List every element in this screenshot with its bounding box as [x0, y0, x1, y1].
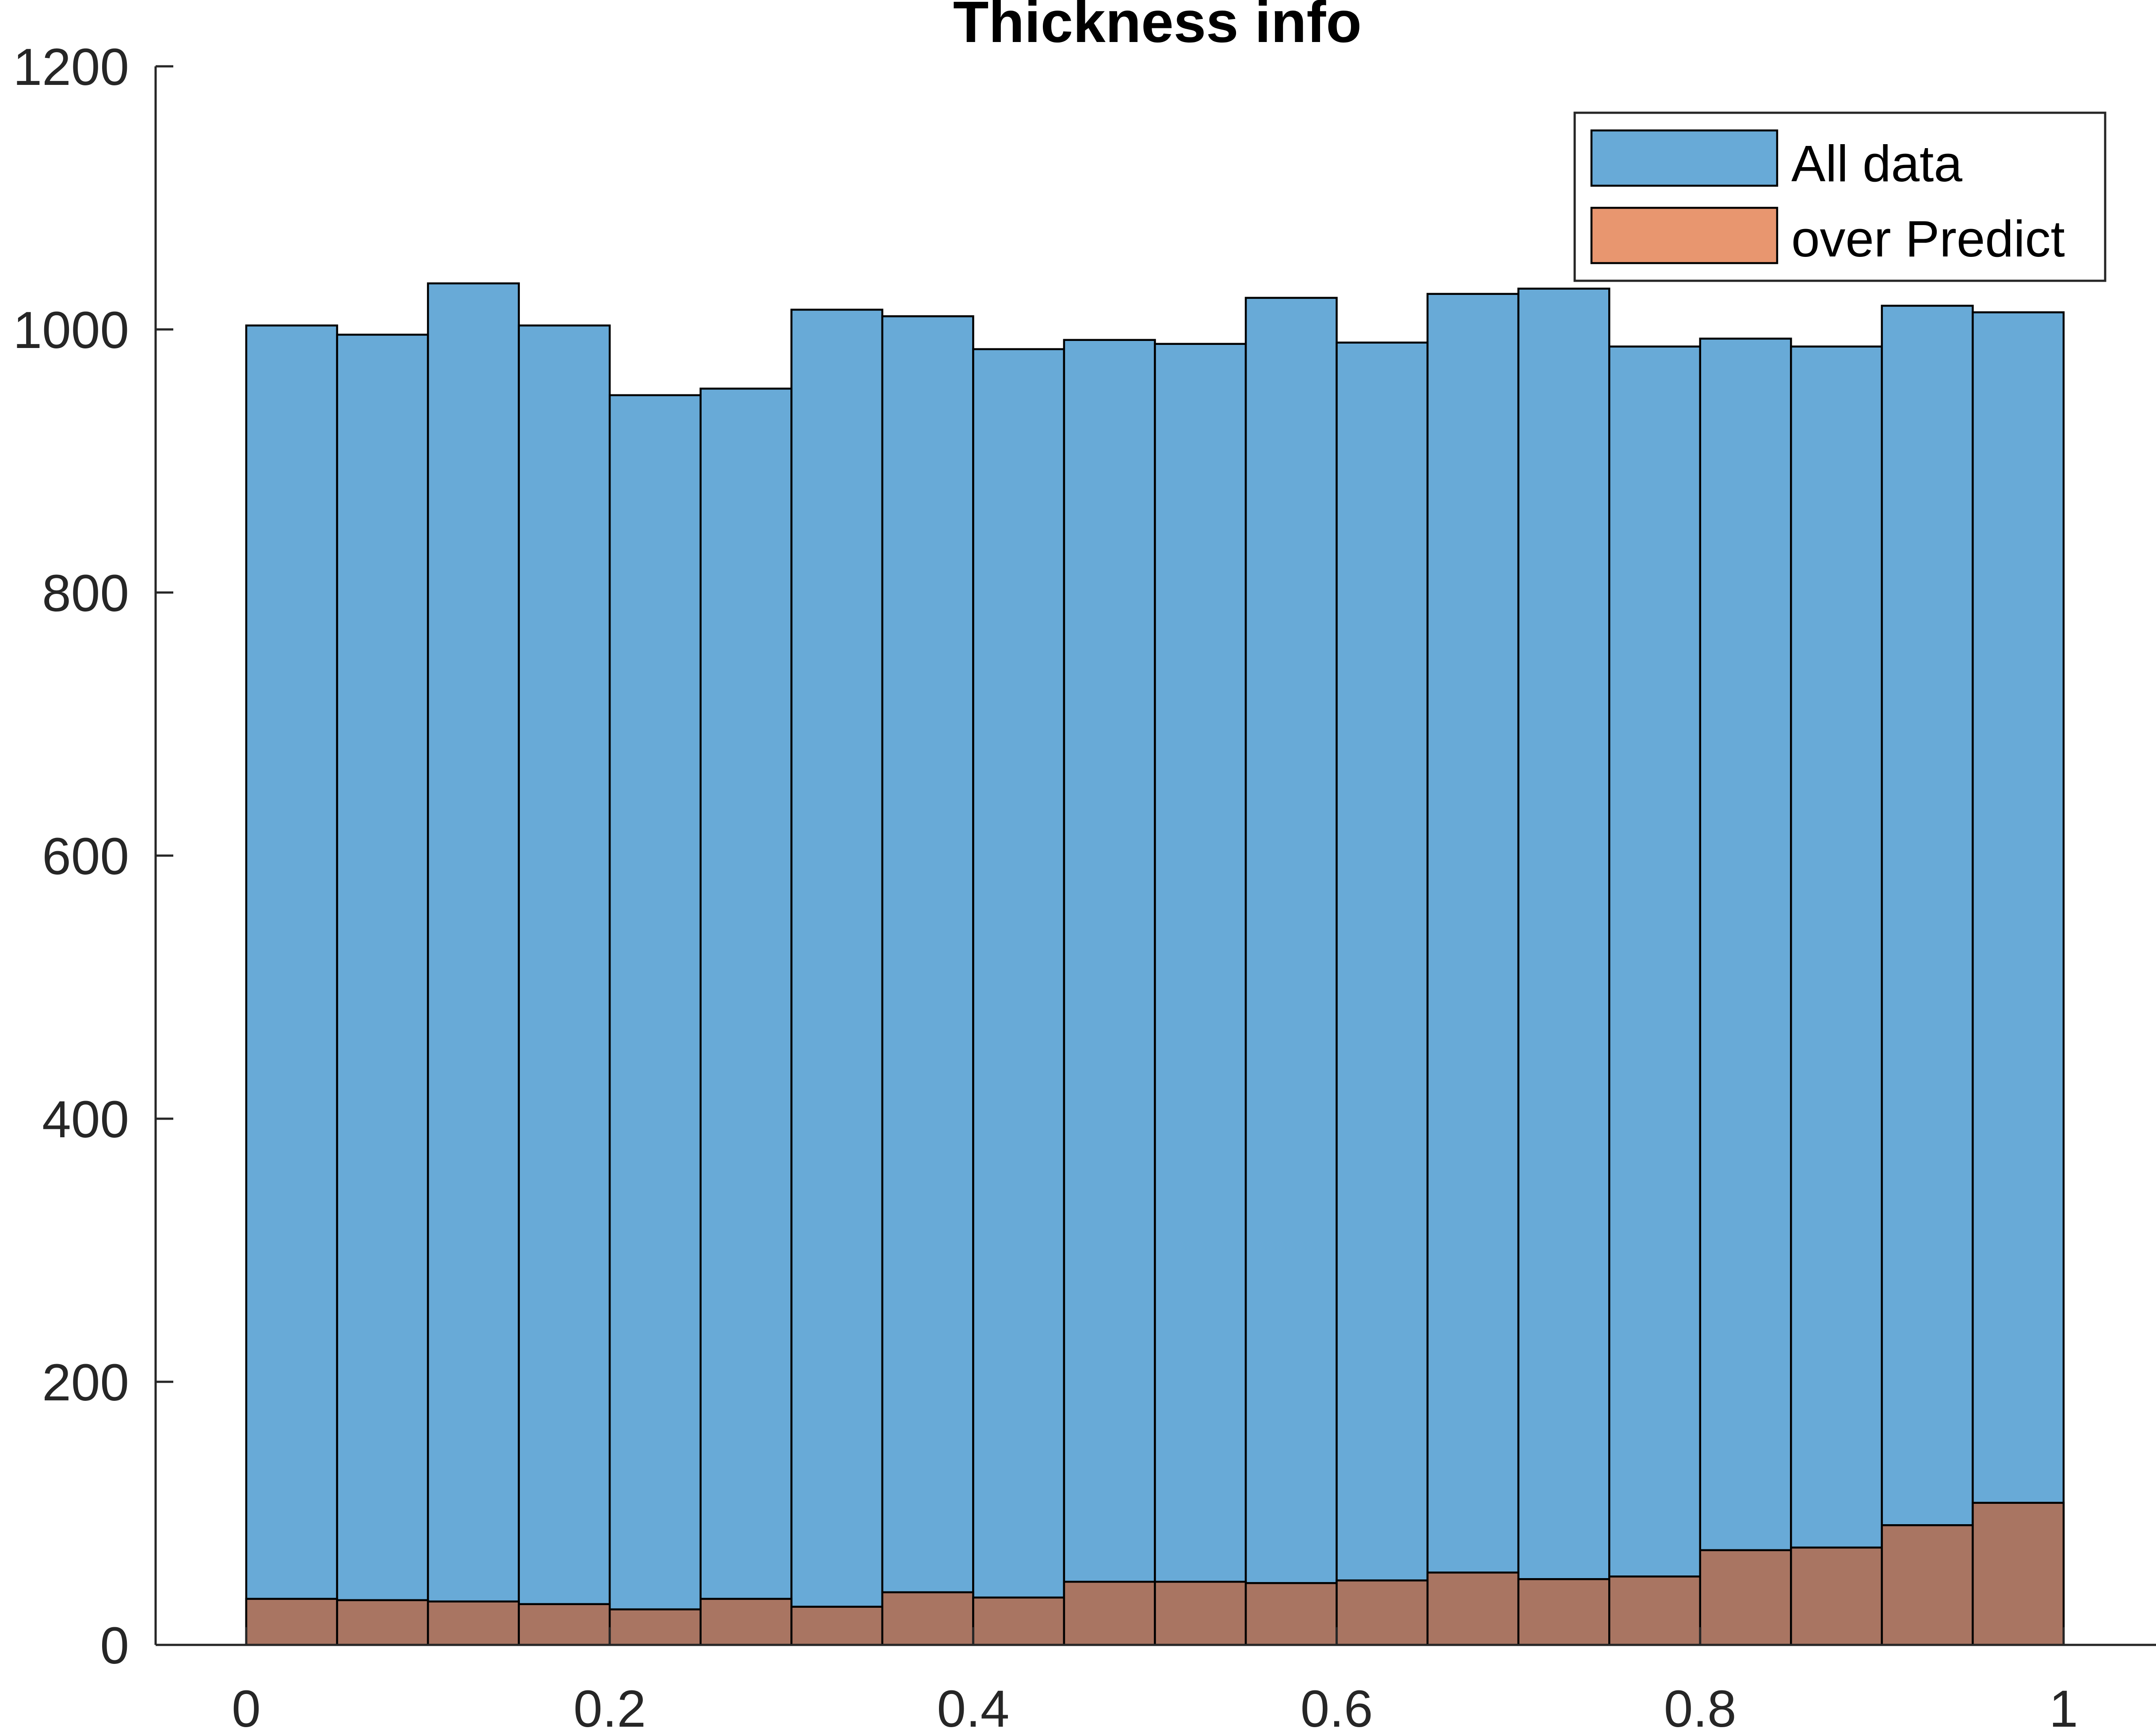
over-predict-bar-8: [881, 1591, 974, 1646]
over-predict-bar-7: [790, 1606, 884, 1646]
x-tick-label: 0: [232, 1680, 261, 1732]
all-data-bar-20: [1972, 311, 2065, 1646]
legend: All data over Predict: [1573, 111, 2106, 282]
x-tick-label: 0.6: [1301, 1680, 1373, 1732]
x-tick-label: 1: [2049, 1680, 2078, 1732]
over-predict-bar-9: [972, 1596, 1065, 1646]
over-predict-bar-5: [608, 1608, 702, 1646]
over-predict-bar-2: [336, 1599, 429, 1646]
all-data-bar-3: [427, 282, 520, 1646]
all-data-bar-19: [1881, 305, 1974, 1646]
legend-label-all-data: All data: [1791, 135, 1962, 192]
over-predict-bar-14: [1426, 1571, 1519, 1646]
over-predict-bar-11: [1154, 1580, 1247, 1646]
x-tick-label: 0.8: [1664, 1680, 1736, 1732]
over-predict-bar-16: [1608, 1575, 1702, 1646]
all-data-bar-7: [790, 309, 884, 1646]
series-all-data-bars: [245, 282, 2065, 1646]
over-predict-bar-3: [427, 1600, 520, 1646]
all-data-bar-4: [518, 324, 611, 1646]
legend-swatch-all-data: [1590, 129, 1778, 187]
x-axis-ticks: 0 0.2 0.4 0.6 0.8 1: [232, 1627, 2078, 1732]
y-tick-label: 1000: [13, 301, 129, 359]
over-predict-bar-4: [518, 1603, 611, 1646]
all-data-bar-6: [699, 387, 793, 1646]
over-predict-bar-12: [1244, 1582, 1338, 1646]
x-tick-label: 0.4: [937, 1680, 1009, 1732]
legend-swatch-over-predict: [1590, 206, 1778, 264]
all-data-bar-8: [881, 315, 974, 1646]
y-tick-label: 200: [42, 1353, 129, 1412]
over-predict-bar-13: [1336, 1579, 1429, 1646]
legend-label-over-predict: over Predict: [1791, 210, 2065, 268]
all-data-bar-18: [1790, 345, 1883, 1646]
all-data-bar-16: [1608, 345, 1702, 1646]
y-axis-ticks: 0 200 400 600 800 1000 1200: [13, 38, 173, 1675]
all-data-bar-14: [1426, 293, 1519, 1646]
over-predict-bar-19: [1881, 1524, 1974, 1646]
all-data-bar-9: [972, 348, 1065, 1646]
y-tick-label: 400: [42, 1090, 129, 1149]
all-data-bar-2: [336, 333, 429, 1646]
over-predict-bar-1: [245, 1598, 338, 1646]
over-predict-bar-15: [1517, 1578, 1610, 1646]
all-data-bar-5: [608, 394, 702, 1646]
all-data-bar-11: [1154, 343, 1247, 1646]
over-predict-bar-10: [1063, 1580, 1156, 1646]
over-predict-bar-20: [1972, 1502, 2065, 1646]
all-data-bar-1: [245, 324, 338, 1646]
all-data-bar-13: [1336, 341, 1429, 1646]
all-data-bar-15: [1517, 287, 1610, 1646]
y-tick-label: 800: [42, 564, 129, 623]
y-tick-label: 600: [42, 827, 129, 886]
all-data-bar-17: [1699, 337, 1792, 1646]
chart-title: Thickness info: [953, 0, 1362, 54]
over-predict-bar-18: [1790, 1546, 1883, 1646]
over-predict-bar-17: [1699, 1549, 1792, 1646]
y-tick-label: 0: [100, 1617, 129, 1675]
series-over-predict-bars: [245, 1502, 2065, 1646]
all-data-bar-10: [1063, 339, 1156, 1646]
y-tick-label: 1200: [13, 38, 129, 96]
x-tick-label: 0.2: [573, 1680, 646, 1732]
over-predict-bar-6: [699, 1598, 793, 1646]
all-data-bar-12: [1244, 297, 1338, 1646]
